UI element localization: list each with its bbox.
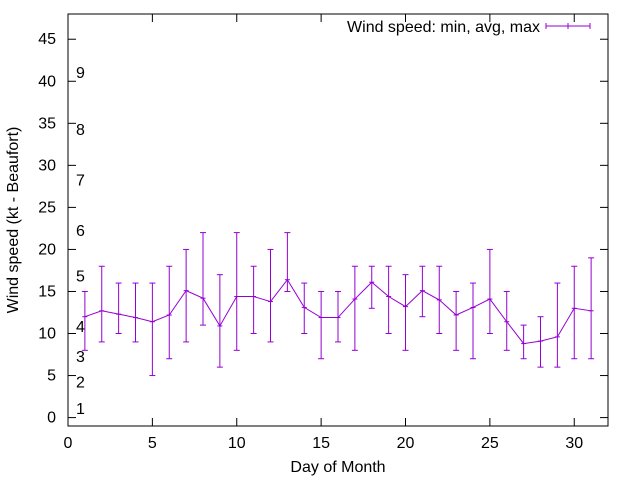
- y-tick-label-25: 25: [38, 199, 56, 216]
- y-tick-label-30: 30: [38, 157, 56, 174]
- x-tick-label-0: 0: [64, 435, 73, 452]
- x-tick-label-25: 25: [481, 435, 499, 452]
- beaufort-label-1: 1: [76, 401, 85, 418]
- y-tick-label-45: 45: [38, 31, 56, 48]
- y-tick-label-15: 15: [38, 283, 56, 300]
- beaufort-label-3: 3: [76, 349, 85, 366]
- beaufort-label-9: 9: [76, 65, 85, 82]
- y-tick-label-0: 0: [47, 410, 56, 427]
- beaufort-label-2: 2: [76, 374, 85, 391]
- x-tick-label-10: 10: [228, 435, 246, 452]
- y-tick-label-5: 5: [47, 368, 56, 385]
- legend-entry-label: Wind speed: min, avg, max: [347, 19, 540, 36]
- series-wind-speed: [81, 232, 595, 377]
- plot-area-frame: [67, 13, 609, 427]
- beaufort-label-7: 7: [76, 172, 85, 189]
- beaufort-label-8: 8: [76, 122, 85, 139]
- axis-ticks: [67, 14, 608, 426]
- x-tick-label-20: 20: [397, 435, 415, 452]
- beaufort-label-5: 5: [76, 268, 85, 285]
- y-tick-label-35: 35: [38, 115, 56, 132]
- x-tick-label-30: 30: [565, 435, 583, 452]
- x-axis-title: Day of Month: [290, 459, 385, 476]
- x-tick-label-5: 5: [148, 435, 157, 452]
- y-tick-label-40: 40: [38, 73, 56, 90]
- y-tick-label-10: 10: [38, 326, 56, 343]
- y-tick-label-20: 20: [38, 241, 56, 258]
- x-tick-label-15: 15: [312, 435, 330, 452]
- beaufort-scale-labels: 1 2 3 4 5 6 7 8 9: [76, 65, 85, 418]
- y-axis-title: Wind speed (kt - Beaufort): [5, 127, 22, 314]
- beaufort-label-6: 6: [76, 223, 85, 240]
- beaufort-label-4: 4: [76, 319, 85, 336]
- legend: Wind speed: min, avg, max: [347, 19, 591, 36]
